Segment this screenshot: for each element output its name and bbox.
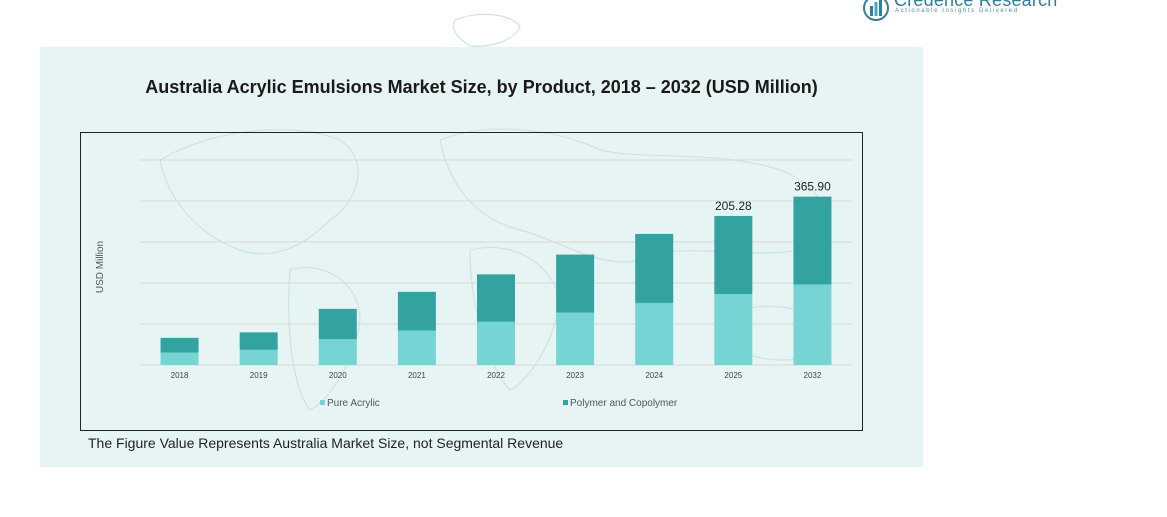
bar-chart-logo-icon (863, 0, 889, 21)
x-tick-label: 2019 (250, 371, 268, 380)
y-axis-label: USD Million (95, 241, 106, 293)
stacked-bar-chart: USD Million 2018 2019 2020 2021 2022 2023 2024… (95, 159, 852, 409)
credence-research-logo: Credence Research Actionable Insights De… (862, 0, 1057, 26)
data-labels: 205.28 365.90 (715, 180, 831, 213)
brand-name: Credence Research (894, 0, 1058, 10)
bar-polymer-copolymer-2021 (397, 291, 436, 331)
bar-pure-acrylic-2022 (477, 321, 515, 365)
bar-pure-acrylic-2018 (160, 352, 199, 365)
chart-panel (40, 47, 923, 467)
bar-series (160, 196, 832, 365)
x-tick-label: 2032 (804, 371, 822, 380)
bar-polymer-copolymer-2023 (556, 254, 595, 313)
footnote: The Figure Value Represents Australia Ma… (88, 435, 564, 451)
chart-title: Australia Acrylic Emulsions Market Size,… (145, 77, 818, 97)
x-axis-ticks: 2018 2019 2020 2021 2022 2023 2024 2025 2032 (171, 371, 822, 380)
bar-polymer-copolymer-2032 (793, 196, 832, 285)
data-label-2025: 205.28 (715, 199, 752, 213)
bar-pure-acrylic-2032 (793, 284, 832, 365)
bar-polymer-copolymer-2024 (635, 233, 674, 303)
legend-swatch (320, 400, 325, 405)
x-tick-label: 2025 (724, 371, 742, 380)
data-label-2032: 365.90 (794, 180, 831, 194)
plot-frame (80, 132, 863, 431)
legend: Pure Acrylic Polymer and Copolymer (320, 398, 678, 409)
brand-tagline: Actionable Insights Delivered (895, 8, 1019, 14)
legend-label: Pure Acrylic (327, 398, 380, 409)
bar-pure-acrylic-2021 (397, 330, 436, 365)
bar-pure-acrylic-2019 (239, 349, 278, 365)
legend-label: Polymer and Copolymer (570, 398, 678, 409)
bar-pure-acrylic-2020 (318, 339, 357, 365)
bar-polymer-copolymer-2020 (318, 308, 357, 340)
bar-polymer-copolymer-2025 (714, 215, 753, 295)
x-tick-label: 2023 (566, 371, 584, 380)
x-tick-label: 2022 (487, 371, 505, 380)
bar-pure-acrylic-2023 (556, 312, 595, 365)
x-tick-label: 2024 (645, 371, 663, 380)
legend-swatch (563, 400, 568, 405)
bar-polymer-copolymer-2018 (160, 337, 199, 353)
x-tick-label: 2021 (408, 371, 426, 380)
bar-polymer-copolymer-2022 (477, 274, 515, 322)
x-tick-label: 2018 (171, 371, 189, 380)
bar-polymer-copolymer-2019 (239, 332, 278, 350)
bar-pure-acrylic-2024 (635, 302, 674, 365)
x-tick-label: 2020 (329, 371, 347, 380)
bar-pure-acrylic-2025 (714, 294, 753, 365)
